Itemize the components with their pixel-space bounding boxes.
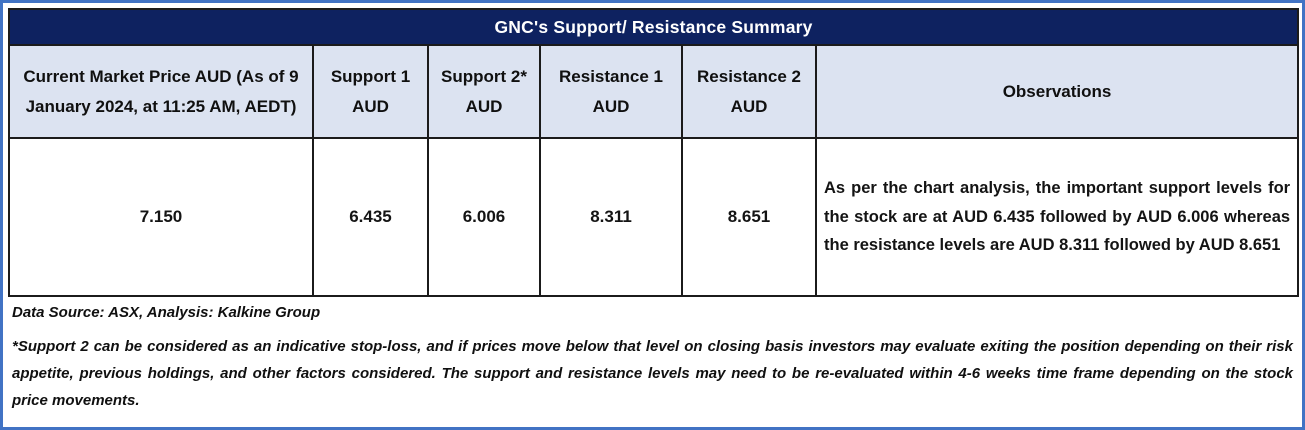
- cell-resistance-2: 8.651: [681, 137, 817, 297]
- table-data-row: 7.150 6.435 6.006 8.311 8.651 As per the…: [8, 137, 1300, 297]
- support-resistance-table: GNC's Support/ Resistance Summary Curren…: [7, 8, 1300, 297]
- column-header-observations: Observations: [814, 44, 1300, 139]
- column-header-resistance-2: Resistance 2 AUD: [681, 44, 817, 139]
- support-2-footnote: *Support 2 can be considered as an indic…: [12, 338, 1293, 409]
- cell-support-1: 6.435: [312, 137, 429, 297]
- column-header-current-market-price: Current Market Price AUD (As of 9 Januar…: [8, 44, 314, 139]
- table-title-row: GNC's Support/ Resistance Summary: [7, 8, 1300, 46]
- cell-current-market-price: 7.150: [8, 137, 314, 297]
- cell-support-2: 6.006: [427, 137, 541, 297]
- table-header-row: Current Market Price AUD (As of 9 Januar…: [8, 44, 1300, 139]
- column-header-support-1: Support 1 AUD: [312, 44, 429, 139]
- column-header-resistance-1: Resistance 1 AUD: [539, 44, 683, 139]
- cell-observations: As per the chart analysis, the important…: [814, 137, 1300, 297]
- table-title: GNC's Support/ Resistance Summary: [7, 8, 1300, 46]
- cell-resistance-1: 8.311: [539, 137, 683, 297]
- data-source-note: Data Source: ASX, Analysis: Kalkine Grou…: [12, 304, 321, 321]
- column-header-support-2: Support 2* AUD: [427, 44, 541, 139]
